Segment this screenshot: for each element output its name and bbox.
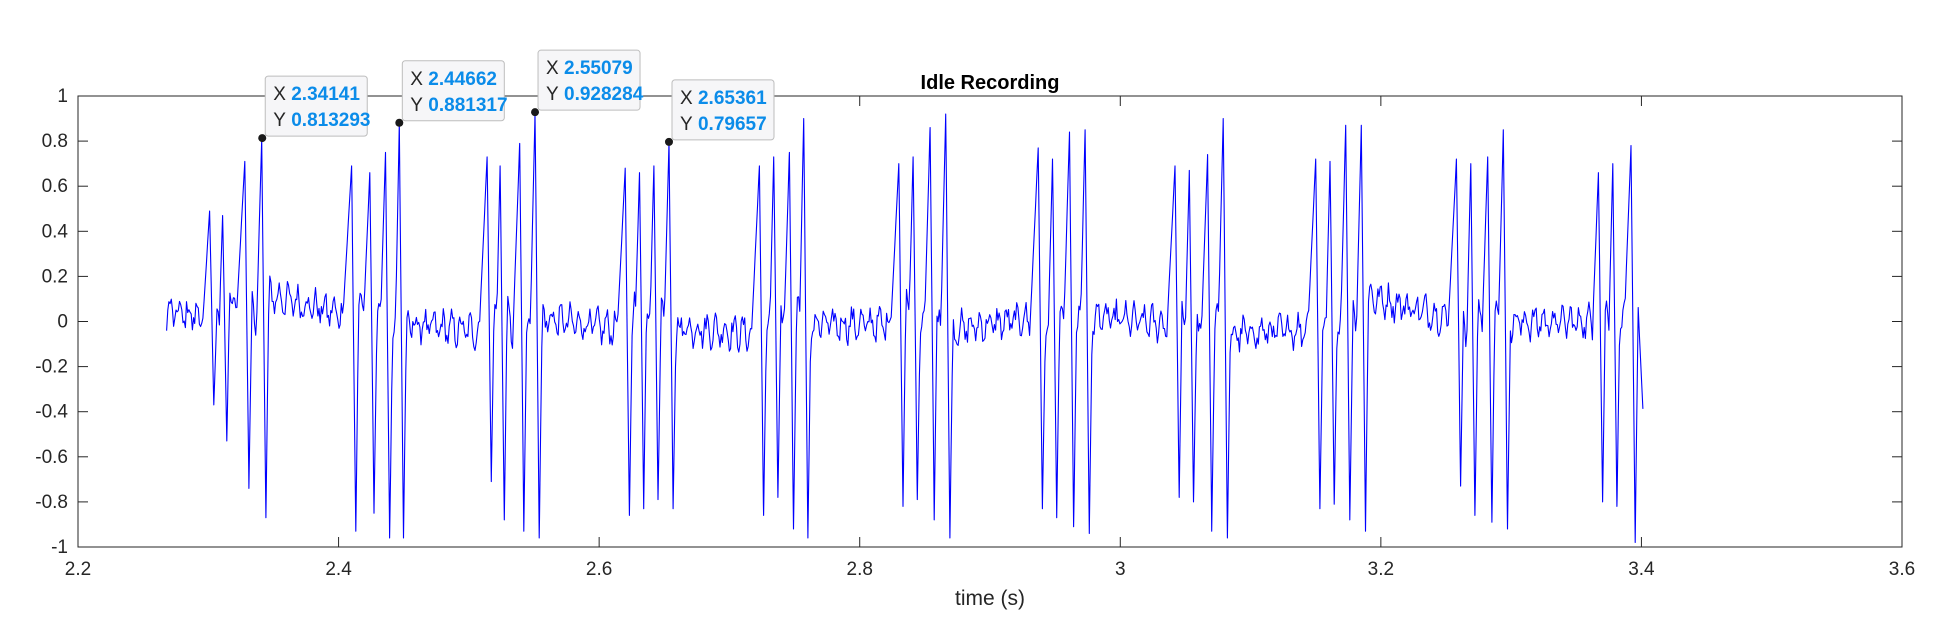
x-tick-label: 3.6 [1889,559,1915,580]
data-tip-marker [258,134,267,143]
y-tick-label: 0.2 [42,266,68,287]
data-tip-marker [664,137,673,146]
y-tick-label: 1 [57,86,68,107]
x-tick-label: 2.4 [325,559,352,580]
y-tick-label: -0.2 [35,357,68,378]
data-tip-y-key: Y [410,95,423,116]
data-tip-y-value: 0.79657 [698,114,767,135]
data-tip-box [671,79,775,141]
data-tip-x-value: 2.55079 [564,58,633,79]
data-tip-box [264,75,368,137]
y-tick-label: -0.8 [35,492,68,513]
y-tick-label: -0.6 [35,447,68,468]
chart-title: Idle Recording [921,72,1060,94]
data-tip-marker [395,118,404,127]
data-tip-y-key: Y [680,114,693,135]
plot-frame [77,95,1903,548]
data-tip-x-value: 2.44662 [428,69,497,90]
y-tick-label: 0.6 [42,176,68,197]
data-tip-x-key: X [273,84,286,105]
x-tick-label: 2.2 [65,559,91,580]
x-axis-title: time (s) [955,587,1025,610]
x-tick-label: 3.2 [1368,559,1394,580]
x-tick-label: 3.4 [1628,559,1655,580]
data-tip-y-key: Y [546,84,559,105]
data-tip-box [537,49,641,111]
x-tick-label: 2.6 [586,559,612,580]
y-tick-label: -1 [51,537,68,558]
data-tip-x-value: 2.65361 [698,88,767,109]
data-tip-x-key: X [410,69,423,90]
x-tick-label: 3 [1115,559,1126,580]
data-tip-y-value: 0.881317 [428,95,507,116]
data-tip-y-key: Y [273,110,286,131]
data-tip-x-key: X [546,58,559,79]
data-tip-x-value: 2.34141 [291,84,360,105]
data-tip-box [401,60,505,122]
series-line-signal [166,111,1644,544]
x-tick-labels: 2.2 2.4 2.6 2.8 3 3.2 3.4 3.6 [65,559,1915,580]
data-tip-y-value: 0.928284 [564,84,644,105]
y-tick-label: 0.4 [42,221,69,242]
y-tick-label: 0.8 [42,131,68,152]
x-tick-label: 2.8 [847,559,873,580]
y-tick-labels: -1 -0.8 -0.6 -0.4 -0.2 0 0.2 0.4 0.6 0.8 1 [35,86,68,558]
y-tick-label: 0 [57,312,68,333]
data-tip-x-key: X [680,88,693,109]
data-tip-y-value: 0.813293 [291,110,370,131]
y-tick-label: -0.4 [35,402,68,423]
data-tip-marker [531,108,540,117]
